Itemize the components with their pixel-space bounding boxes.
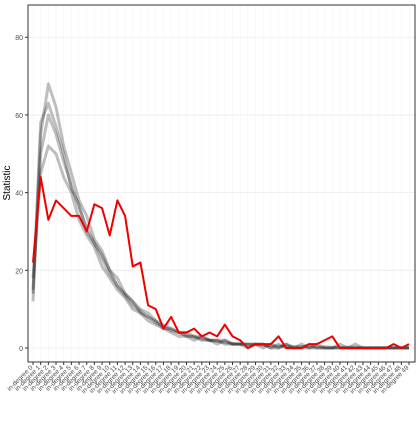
y-tick-label: 20 (15, 268, 23, 275)
y-tick-label: 60 (15, 113, 23, 120)
observed-line (32, 176, 410, 350)
panel-border (27, 4, 416, 363)
y-tick-label: 80 (15, 35, 23, 42)
plot-background (28, 5, 415, 362)
y-tick-label: 40 (15, 191, 23, 198)
y-axis-label: Statistic (2, 165, 13, 200)
y-tick-label: 0 (19, 346, 23, 353)
